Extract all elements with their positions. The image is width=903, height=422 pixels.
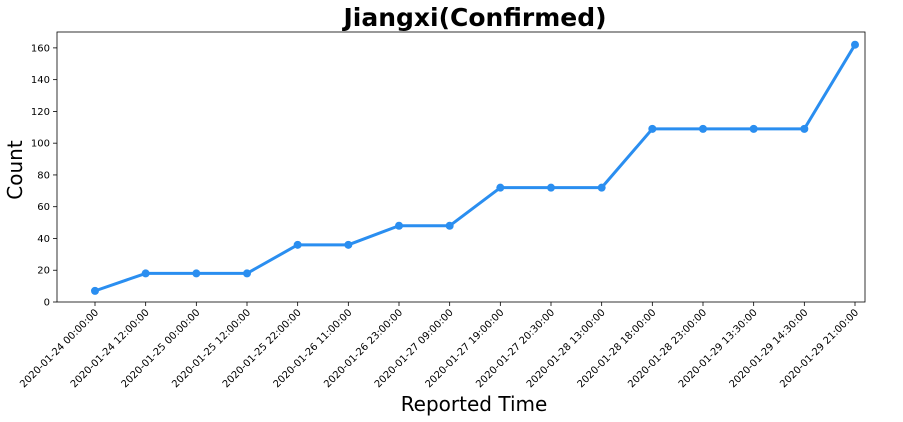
data-point: [749, 124, 758, 133]
data-point: [141, 269, 150, 278]
data-point: [597, 183, 606, 192]
y-tick-label: 20: [37, 266, 50, 277]
data-point: [243, 269, 251, 278]
y-axis: 0 20 40 60 80 100 120 140 160: [31, 43, 57, 309]
data-point: [344, 240, 353, 249]
data-point: [699, 124, 707, 133]
series-layer: [91, 40, 859, 295]
y-tick-label: 80: [37, 170, 50, 181]
y-axis-label: Count: [3, 140, 27, 200]
data-point: [445, 221, 454, 230]
data-point: [547, 183, 555, 192]
x-axis-label: Reported Time: [401, 392, 548, 416]
data-point: [293, 240, 302, 249]
chart-title: Jiangxi(Confirmed): [341, 3, 606, 32]
data-point: [395, 221, 403, 230]
data-point: [648, 124, 657, 133]
y-tick-label: 100: [31, 139, 50, 150]
data-point: [496, 183, 505, 192]
y-tick-label: 160: [31, 43, 50, 54]
y-tick-label: 140: [31, 75, 50, 86]
y-tick-label: 40: [37, 234, 50, 245]
y-tick-label: 120: [31, 107, 50, 118]
data-point: [800, 124, 809, 133]
y-tick-label: 60: [37, 202, 50, 213]
series-line: [93, 43, 857, 293]
y-tick-label: 0: [44, 298, 50, 309]
data-point: [91, 286, 99, 295]
data-point: [851, 40, 859, 49]
data-point: [192, 269, 201, 278]
plot-area-frame: [56, 31, 866, 303]
